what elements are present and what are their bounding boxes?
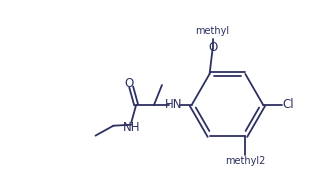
Text: O: O [208,41,217,54]
Text: methyl2: methyl2 [225,156,266,166]
Text: HN: HN [165,98,183,111]
Text: NH: NH [122,121,140,134]
Text: methyl: methyl [196,26,230,36]
Text: O: O [125,77,134,90]
Text: Cl: Cl [282,98,294,111]
